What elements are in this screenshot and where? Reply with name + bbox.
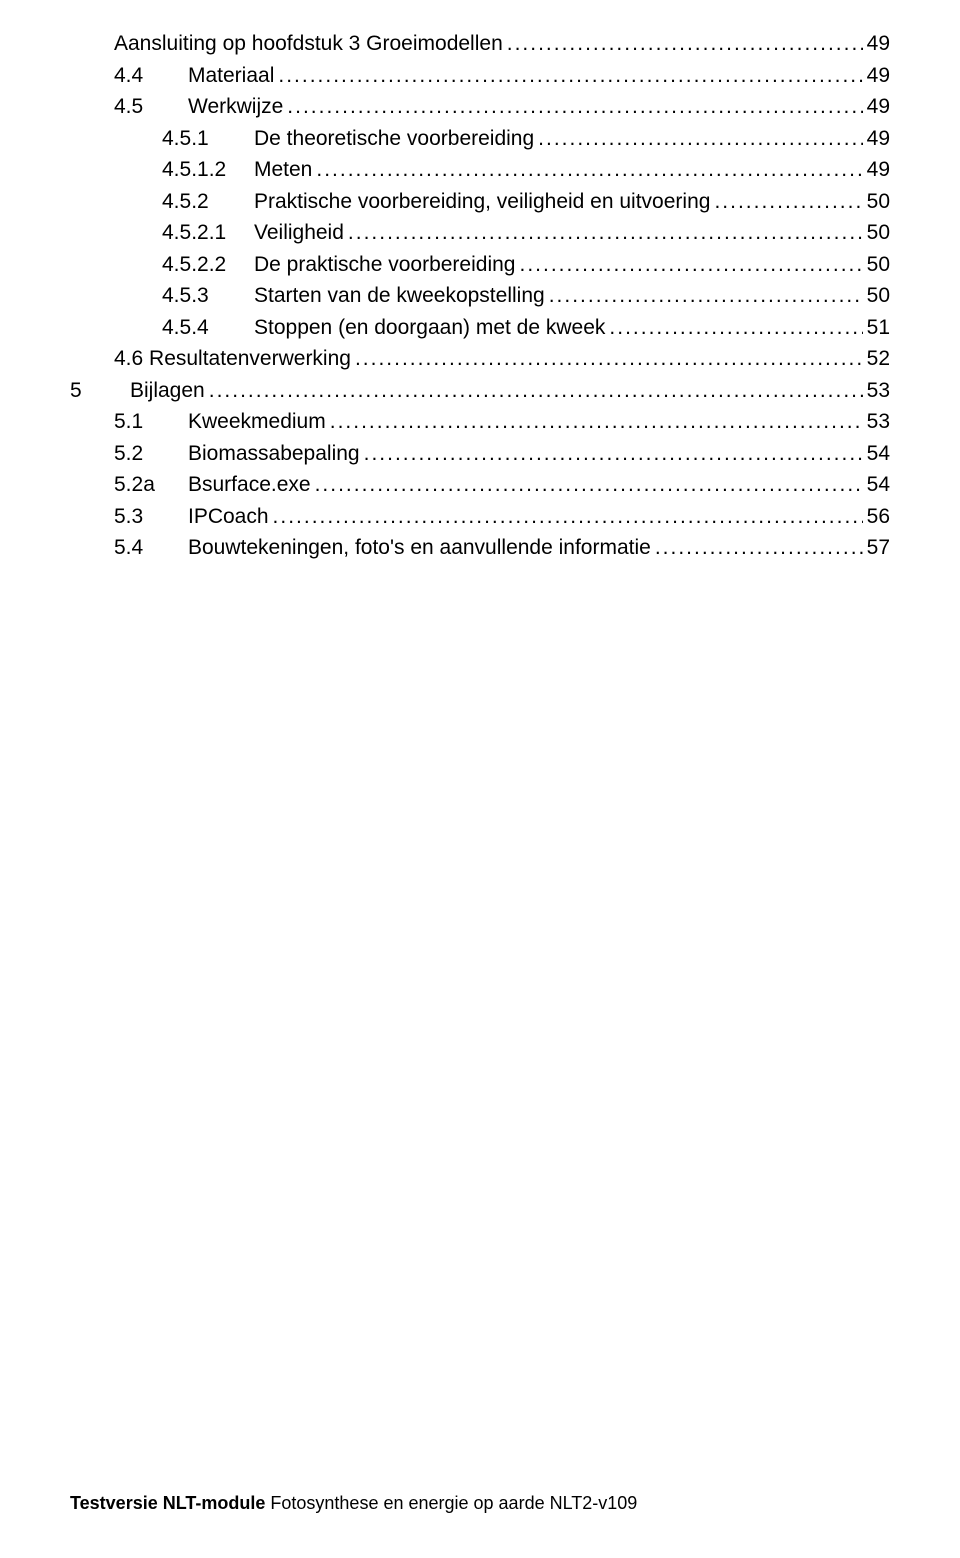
toc-entry: 4.5Werkwijze 49 — [70, 91, 890, 123]
toc-label: Bsurface.exe — [188, 469, 311, 501]
toc-dot-leader — [605, 312, 862, 344]
toc-number: 4.5 — [114, 91, 188, 123]
toc-page-number: 50 — [863, 217, 890, 249]
toc-number: 5.2 — [114, 438, 188, 470]
toc-entry: 4.5.1De theoretische voorbereiding 49 — [70, 123, 890, 155]
toc-dot-leader — [269, 501, 863, 533]
toc-page-number: 50 — [863, 249, 890, 281]
toc-label: Veiligheid — [254, 217, 344, 249]
toc-dot-leader — [312, 154, 862, 186]
toc-page-number: 50 — [863, 280, 890, 312]
toc-number: 5.4 — [114, 532, 188, 564]
toc-label: Bijlagen — [130, 375, 205, 407]
toc-page-number: 53 — [863, 375, 890, 407]
toc-page-number: 50 — [863, 186, 890, 218]
toc-entry: 5.4Bouwtekeningen, foto's en aanvullende… — [70, 532, 890, 564]
toc-entry: 4.5.3Starten van de kweekopstelling 50 — [70, 280, 890, 312]
toc-number: 4.4 — [114, 60, 188, 92]
toc-dot-leader — [651, 532, 863, 564]
toc-number: 4.5.1.2 — [162, 154, 254, 186]
toc-label: Biomassabepaling — [188, 438, 360, 470]
footer-bold: Testversie NLT-module — [70, 1493, 265, 1513]
toc-dot-leader — [311, 469, 863, 501]
toc-label: Materiaal — [188, 60, 274, 92]
toc-dot-leader — [351, 343, 863, 375]
toc-label: IPCoach — [188, 501, 269, 533]
toc-page-number: 52 — [863, 343, 890, 375]
toc-label: De praktische voorbereiding — [254, 249, 515, 281]
toc-number: 5 — [70, 375, 130, 407]
toc-number: 4.5.1 — [162, 123, 254, 155]
toc-entry: 4.4Materiaal 49 — [70, 60, 890, 92]
toc-page-number: 49 — [863, 60, 890, 92]
page-footer: Testversie NLT-module Fotosynthese en en… — [70, 1493, 637, 1514]
toc-entry: 4.6 Resultatenverwerking 52 — [70, 343, 890, 375]
toc-number: 4.5.2 — [162, 186, 254, 218]
toc-entry: Aansluiting op hoofdstuk 3 Groeimodellen… — [70, 28, 890, 60]
toc-number: 5.3 — [114, 501, 188, 533]
toc-label: Werkwijze — [188, 91, 283, 123]
toc-label: De theoretische voorbereiding — [254, 123, 534, 155]
toc-dot-leader — [344, 217, 863, 249]
footer-rest: Fotosynthese en energie op aarde NLT2-v1… — [265, 1493, 637, 1513]
toc-dot-leader — [205, 375, 863, 407]
toc-page-number: 53 — [863, 406, 890, 438]
toc-number: 4.5.2.2 — [162, 249, 254, 281]
toc-page-number: 54 — [863, 469, 890, 501]
toc-entry: 4.5.1.2Meten 49 — [70, 154, 890, 186]
toc-number: 5.1 — [114, 406, 188, 438]
toc-entry: 5.2aBsurface.exe 54 — [70, 469, 890, 501]
toc-dot-leader — [710, 186, 862, 218]
toc-page-number: 54 — [863, 438, 890, 470]
document-page: Aansluiting op hoofdstuk 3 Groeimodellen… — [0, 0, 960, 1558]
toc-dot-leader — [503, 28, 863, 60]
table-of-contents: Aansluiting op hoofdstuk 3 Groeimodellen… — [70, 28, 890, 564]
toc-entry: 5.2Biomassabepaling 54 — [70, 438, 890, 470]
toc-entry: 4.5.2Praktische voorbereiding, veilighei… — [70, 186, 890, 218]
toc-dot-leader — [360, 438, 863, 470]
toc-number: 4.5.2.1 — [162, 217, 254, 249]
toc-number: 5.2a — [114, 469, 188, 501]
toc-dot-leader — [326, 406, 863, 438]
toc-dot-leader — [515, 249, 862, 281]
toc-label: Bouwtekeningen, foto's en aanvullende in… — [188, 532, 651, 564]
toc-page-number: 49 — [863, 28, 890, 60]
toc-label: Kweekmedium — [188, 406, 326, 438]
toc-dot-leader — [545, 280, 863, 312]
toc-entry: 4.5.2.1Veiligheid 50 — [70, 217, 890, 249]
toc-label: Praktische voorbereiding, veiligheid en … — [254, 186, 710, 218]
toc-number: 4.5.4 — [162, 312, 254, 344]
toc-entry: 5.1Kweekmedium 53 — [70, 406, 890, 438]
toc-page-number: 51 — [863, 312, 890, 344]
toc-page-number: 56 — [863, 501, 890, 533]
toc-label: 4.6 Resultatenverwerking — [114, 343, 351, 375]
toc-entry: 5Bijlagen 53 — [70, 375, 890, 407]
toc-dot-leader — [283, 91, 862, 123]
toc-label: Aansluiting op hoofdstuk 3 Groeimodellen — [114, 28, 503, 60]
toc-entry: 4.5.2.2De praktische voorbereiding 50 — [70, 249, 890, 281]
toc-page-number: 49 — [863, 91, 890, 123]
toc-label: Starten van de kweekopstelling — [254, 280, 545, 312]
toc-label: Stoppen (en doorgaan) met de kweek — [254, 312, 605, 344]
toc-page-number: 49 — [863, 123, 890, 155]
toc-dot-leader — [534, 123, 862, 155]
toc-page-number: 49 — [863, 154, 890, 186]
toc-page-number: 57 — [863, 532, 890, 564]
toc-number: 4.5.3 — [162, 280, 254, 312]
toc-entry: 5.3IPCoach 56 — [70, 501, 890, 533]
toc-dot-leader — [274, 60, 862, 92]
toc-label: Meten — [254, 154, 312, 186]
toc-entry: 4.5.4Stoppen (en doorgaan) met de kweek 5… — [70, 312, 890, 344]
